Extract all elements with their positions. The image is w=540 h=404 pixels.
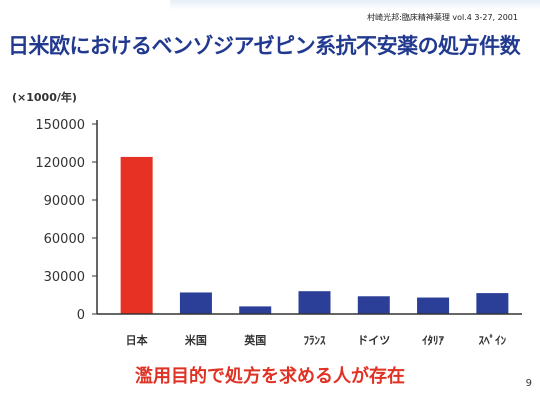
y-tick-label: 60000 xyxy=(44,232,85,247)
bar-3 xyxy=(298,291,331,314)
y-axis-ticks: 0 30000 60000 90000 120000 150000 xyxy=(35,118,97,323)
x-tick-label: 英国 xyxy=(243,333,266,347)
x-tick-label: 米国 xyxy=(184,333,207,347)
y-tick-label: 30000 xyxy=(44,270,85,285)
x-tick-label: 日本 xyxy=(126,333,148,347)
x-tick-label: ｽﾍﾟｲﾝ xyxy=(479,333,507,347)
header-band xyxy=(170,0,540,10)
y-tick-label: 150000 xyxy=(35,118,85,133)
y-tick-label: 0 xyxy=(77,308,85,323)
bar-4 xyxy=(357,296,390,314)
bar-6 xyxy=(476,293,509,314)
bar-5 xyxy=(417,297,450,314)
bar-2 xyxy=(239,306,272,314)
y-tick-label: 90000 xyxy=(44,194,85,209)
citation: 村崎光邦:臨床精神薬理 vol.4 3-27, 2001 xyxy=(367,13,518,22)
x-tick-label: ドイツ xyxy=(357,334,390,347)
y-axis-unit: (×1000/年) xyxy=(12,91,77,104)
y-tick-label: 120000 xyxy=(35,156,85,171)
bar-1 xyxy=(179,292,212,314)
x-tick-label: ｲﾀﾘｱ xyxy=(422,334,444,347)
slide-title: 日米欧におけるベンゾジアゼピン系抗不安薬の処方件数 xyxy=(8,34,521,58)
conclusion-note: 濫用目的で処方を求める人が存在 xyxy=(135,366,405,387)
bars xyxy=(120,156,509,314)
page-number: 9 xyxy=(525,378,532,389)
x-axis-labels: 日本 米国 英国 ﾌﾗﾝｽ ドイツ ｲﾀﾘｱ ｽﾍﾟｲﾝ xyxy=(126,333,507,347)
x-tick-label: ﾌﾗﾝｽ xyxy=(304,334,326,347)
bar-0 xyxy=(120,156,153,314)
